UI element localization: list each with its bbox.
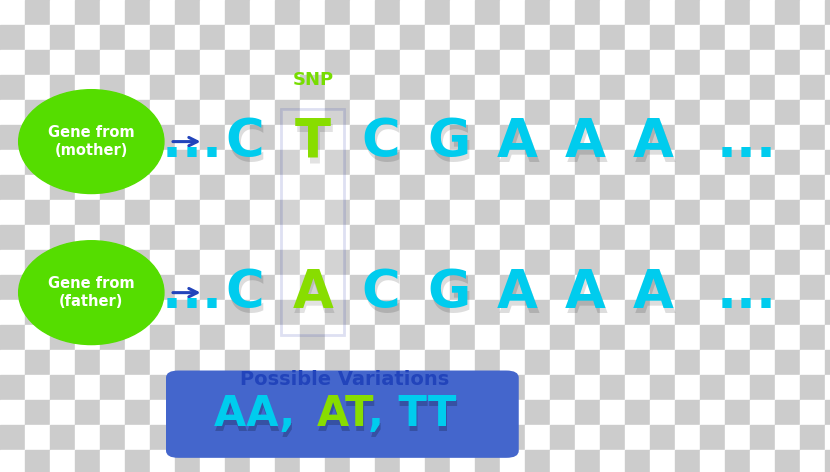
Text: C: C — [362, 267, 400, 319]
Text: A: A — [566, 121, 608, 173]
Text: T: T — [296, 121, 333, 173]
Text: C: C — [226, 267, 264, 319]
Text: C: C — [364, 121, 402, 173]
Text: A: A — [632, 267, 674, 319]
Text: G: G — [427, 267, 471, 319]
Text: G: G — [429, 272, 472, 324]
Text: A: A — [496, 116, 538, 168]
Text: ...: ... — [717, 116, 777, 168]
Text: C: C — [227, 272, 266, 324]
Text: A: A — [564, 116, 606, 168]
Text: A: A — [496, 267, 538, 319]
Ellipse shape — [19, 241, 164, 345]
Text: A: A — [634, 272, 676, 324]
Text: ...: ... — [163, 267, 241, 319]
FancyBboxPatch shape — [166, 371, 519, 458]
Bar — [281, 109, 344, 335]
Text: C: C — [226, 116, 264, 168]
Text: A: A — [566, 272, 608, 324]
Text: AA,: AA, — [214, 398, 310, 440]
Text: AT: AT — [316, 393, 374, 435]
Text: Gene from
(mother): Gene from (mother) — [48, 126, 134, 158]
Text: ...: ... — [717, 267, 777, 319]
Text: T: T — [295, 116, 331, 168]
Text: A: A — [564, 267, 606, 319]
Text: A: A — [292, 267, 334, 319]
Text: Gene from
(father): Gene from (father) — [48, 277, 134, 309]
Text: A: A — [632, 116, 674, 168]
Text: SNP: SNP — [292, 71, 334, 89]
Text: C: C — [364, 272, 402, 324]
Text: , TT: , TT — [369, 393, 456, 435]
Text: AA,: AA, — [213, 393, 310, 435]
Text: AT: AT — [317, 398, 375, 440]
Text: C: C — [362, 116, 400, 168]
Text: C: C — [227, 121, 266, 173]
Text: Possible Variations: Possible Variations — [240, 371, 449, 389]
Text: , TT: , TT — [369, 398, 457, 440]
Text: G: G — [427, 116, 471, 168]
Text: A: A — [498, 272, 540, 324]
Text: A: A — [498, 121, 540, 173]
Text: A: A — [634, 121, 676, 173]
Text: G: G — [429, 121, 472, 173]
Ellipse shape — [19, 90, 164, 194]
Text: A: A — [294, 272, 335, 324]
Text: ...: ... — [163, 116, 241, 168]
